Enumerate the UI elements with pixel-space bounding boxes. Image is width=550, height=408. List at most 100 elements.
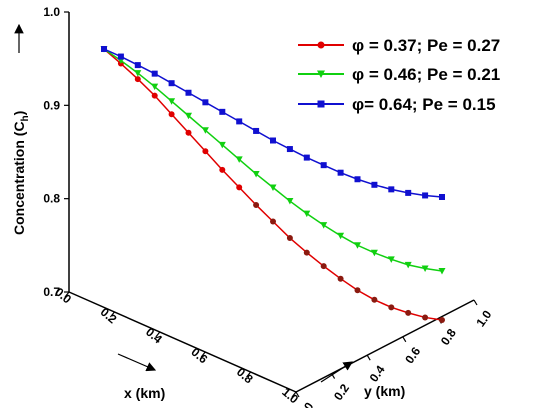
data-point — [404, 261, 412, 269]
data-point — [337, 275, 344, 282]
legend-marker — [317, 100, 325, 108]
data-point — [269, 184, 277, 191]
legend-label: φ= 0.64; Pe = 0.15 — [352, 95, 496, 114]
series-1 — [101, 46, 445, 323]
legend-item: φ = 0.46; Pe = 0.21 — [298, 65, 500, 84]
legend-item: φ= 0.64; Pe = 0.15 — [298, 95, 496, 114]
x-axis-ticks: 0.00.20.40.60.81.0 — [52, 285, 301, 407]
data-point — [101, 46, 107, 52]
data-point — [354, 242, 361, 249]
data-point — [388, 304, 395, 311]
y-tick-label: 0.8 — [438, 326, 459, 348]
z-axis-title: Concentration (Ch) — [11, 23, 31, 235]
data-point — [337, 169, 344, 176]
data-point — [354, 176, 361, 183]
z-tick-label: 1.0 — [43, 5, 60, 19]
data-point — [151, 70, 158, 77]
data-point — [219, 108, 226, 115]
data-point — [252, 170, 260, 178]
data-point — [405, 309, 412, 316]
y-axis-title: y (km) — [364, 383, 405, 399]
data-point — [151, 83, 159, 91]
z-axis-title-subscript: h — [20, 115, 31, 121]
y-tick-label: 0.4 — [367, 363, 388, 385]
data-point — [438, 268, 446, 275]
y-floor-axis — [295, 299, 475, 393]
y-tick-label: 0.6 — [402, 344, 423, 366]
y-tick-label: 0.2 — [331, 381, 352, 403]
data-point — [303, 249, 310, 256]
data-point — [235, 156, 243, 163]
data-point — [320, 263, 327, 270]
data-point — [185, 129, 192, 136]
data-point — [134, 62, 141, 69]
legend-item: φ = 0.37; Pe = 0.27 — [298, 36, 500, 55]
data-point — [151, 92, 158, 99]
x-axis-title: x (km) — [124, 385, 165, 401]
y-tick-label: 0.0 — [295, 399, 316, 408]
y-tick-mark — [366, 354, 371, 361]
data-point — [236, 118, 243, 125]
legend-label: φ = 0.37; Pe = 0.27 — [352, 36, 500, 55]
y-tick-mark — [402, 336, 407, 343]
x-tick-label: 0.8 — [234, 365, 256, 387]
x-tick-mark — [200, 351, 206, 358]
data-point — [168, 111, 175, 118]
data-point — [236, 184, 243, 191]
data-point — [421, 265, 429, 272]
data-point — [286, 146, 293, 153]
z-axis-title-close: ) — [11, 111, 27, 116]
data-point — [303, 210, 311, 218]
data-point — [354, 287, 361, 294]
x-floor-axis — [68, 291, 297, 393]
data-point — [286, 235, 293, 242]
data-point — [117, 53, 124, 60]
data-point — [286, 198, 294, 205]
data-point — [371, 296, 378, 303]
z-tick-label: 0.8 — [43, 192, 60, 206]
data-point — [439, 317, 445, 323]
data-point — [134, 76, 141, 83]
x-axis-arrow — [117, 353, 157, 372]
svg-text:Concentration (Ch): Concentration (Ch) — [11, 111, 31, 235]
series-3 — [101, 46, 445, 200]
z-axis-ticks: 0.7 0.8 0.9 1.0 — [43, 5, 69, 299]
data-point — [185, 112, 192, 120]
z-tick-label: 0.9 — [43, 98, 60, 112]
x-tick-mark — [246, 371, 252, 378]
data-point — [168, 98, 176, 105]
axes — [68, 12, 475, 393]
data-point — [253, 201, 260, 208]
data-point — [439, 194, 445, 200]
x-tick-mark — [155, 331, 161, 338]
z-axis-title-main: Concentration (C — [11, 121, 27, 235]
data-point — [219, 166, 226, 173]
y-tick-mark — [295, 391, 300, 398]
y-tick-label: 1.0 — [473, 307, 494, 329]
data-point — [405, 189, 412, 196]
x-tick-mark — [64, 291, 70, 298]
data-point — [202, 148, 209, 155]
data-point — [253, 127, 260, 134]
data-point — [320, 162, 327, 169]
data-point — [370, 249, 378, 257]
data-point — [218, 141, 226, 149]
series-2 — [100, 46, 446, 275]
x-tick-label: 0.2 — [98, 305, 120, 327]
data-point — [202, 99, 209, 106]
legend: φ = 0.37; Pe = 0.27 φ = 0.46; Pe = 0.21 φ=… — [298, 36, 500, 114]
data-point — [134, 70, 142, 77]
data-point — [388, 186, 395, 193]
y-tick-mark — [473, 299, 478, 306]
x-tick-mark — [291, 391, 297, 398]
data-point — [303, 154, 310, 161]
data-point — [270, 137, 276, 144]
data-point — [337, 232, 345, 240]
data-point — [371, 181, 378, 188]
y-axis-arrow — [320, 361, 354, 383]
series-layer — [100, 46, 446, 323]
data-point — [270, 218, 276, 225]
data-point — [422, 192, 429, 199]
x-tick-mark — [109, 311, 115, 318]
